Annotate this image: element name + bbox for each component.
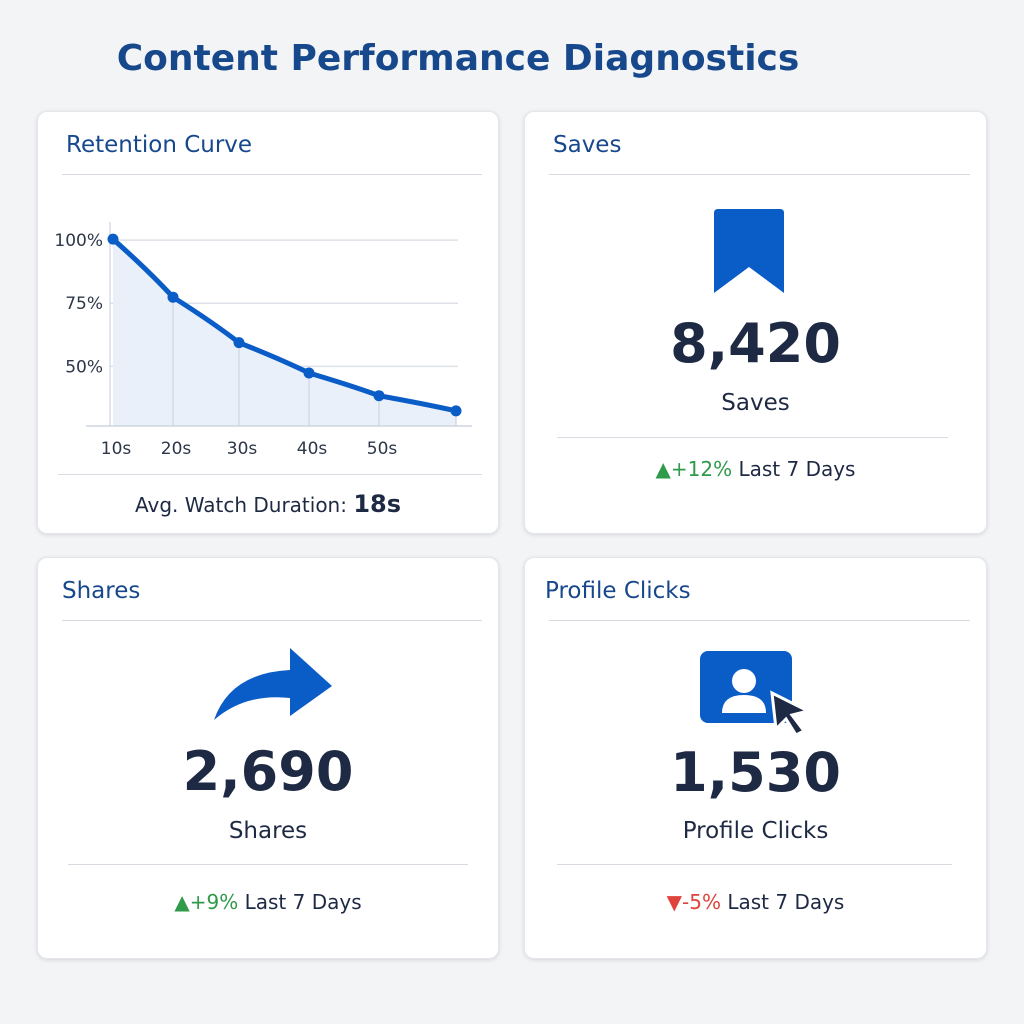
arrow-up-icon: ▲ [174, 890, 190, 914]
y-tick-label: 100% [54, 231, 103, 251]
change: +12% [670, 457, 733, 481]
retention-chart: 100% 75% 50% 10s 20s 30s 40s 50s [54, 222, 472, 459]
saves-value: 8,420 [670, 312, 841, 375]
saves-trend: ▲+12% Last 7 Days [525, 457, 986, 481]
y-tick-label: 75% [65, 294, 103, 314]
divider [68, 864, 468, 865]
shares-value: 2,690 [182, 740, 354, 803]
card-title: Retention Curve [66, 132, 253, 158]
x-tick-label: 20s [161, 439, 192, 459]
bookmark-icon [714, 209, 784, 293]
profile-click-icon [700, 651, 813, 736]
x-tick-label: 10s [101, 439, 132, 459]
shares-card: Shares 2,690 Shares ▲+9% Last 7 Days [37, 557, 499, 959]
shares-label: Shares [228, 818, 308, 844]
period: Last 7 Days [738, 457, 856, 481]
period: Last 7 Days [727, 890, 845, 914]
x-tick-label: 30s [227, 439, 258, 459]
change: -5% [682, 890, 721, 914]
change: +9% [189, 890, 239, 914]
data-point [107, 233, 119, 245]
y-tick-label: 50% [65, 357, 103, 377]
data-point [233, 337, 245, 349]
period: Last 7 Days [244, 890, 362, 914]
card-title: Saves [553, 132, 622, 158]
data-point [373, 390, 385, 402]
retention-line [110, 236, 459, 414]
data-point [167, 291, 179, 303]
divider [62, 174, 482, 175]
avg-watch-duration: Avg. Watch Duration: 18s [38, 490, 498, 518]
divider [62, 620, 482, 621]
data-point [303, 367, 315, 379]
page-title: Content Performance Diagnostics [116, 38, 800, 79]
card-title: Profile Clicks [545, 578, 691, 604]
retention-card: Retention Curve 100% 75% 50% 10s 20s 30s 40s 50… [37, 111, 499, 534]
saves-card: Saves 8,420 Saves ▲+12% Last 7 Days [524, 111, 987, 534]
profile-clicks-value: 1,530 [670, 741, 841, 804]
shares-trend: ▲+9% Last 7 Days [38, 890, 498, 914]
x-tick-label: 50s [367, 439, 398, 459]
saves-label: Saves [721, 390, 790, 416]
divider [58, 474, 482, 475]
avg-label: Avg. Watch Duration: [134, 493, 347, 517]
profile-clicks-label: Profile Clicks [682, 818, 829, 844]
card-title: Shares [62, 578, 141, 604]
divider [549, 174, 970, 175]
divider [549, 620, 970, 621]
share-arrow-icon [214, 648, 332, 720]
divider [557, 864, 952, 865]
area-fill [113, 239, 456, 426]
divider [557, 437, 948, 438]
data-point [450, 405, 462, 417]
profile-clicks-card: Profile Clicks 1,530 Profile Clicks ▼-5%… [524, 557, 987, 959]
x-tick-label: 40s [297, 439, 328, 459]
arrow-up-icon: ▲ [655, 457, 671, 481]
profile-clicks-trend: ▼-5% Last 7 Days [525, 890, 986, 914]
arrow-down-icon: ▼ [666, 890, 683, 914]
avg-value: 18s [353, 490, 402, 518]
